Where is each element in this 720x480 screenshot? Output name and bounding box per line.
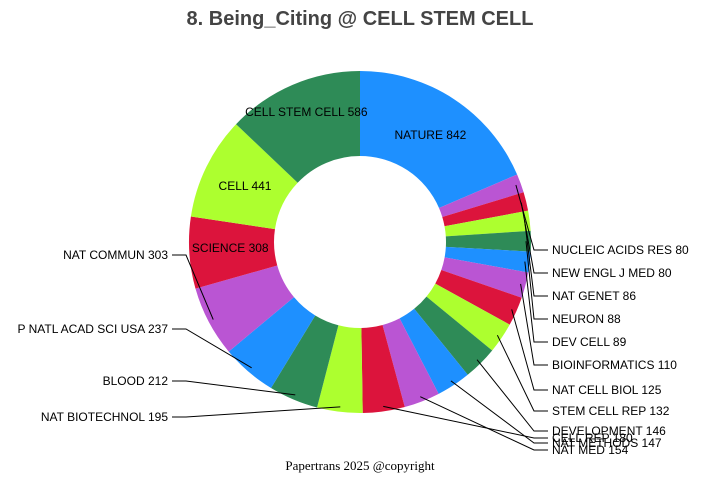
slice-cell-stem-cell — [236, 71, 360, 183]
label-neuron: NEURON 88 — [552, 312, 621, 326]
slice-p-natl-acad-sci-usa — [228, 297, 316, 389]
leader-nat-methods — [450, 380, 548, 444]
leader-p-natl-acad-sci-usa — [172, 328, 252, 369]
label-science: SCIENCE 308 — [192, 241, 269, 255]
slice-bioinformatics — [441, 257, 529, 298]
leader-blood — [172, 380, 296, 396]
slice-nat-genet — [444, 210, 531, 237]
slice-neuron — [445, 230, 531, 252]
leader-dev-cell — [524, 261, 548, 343]
leader-nat-commun — [172, 254, 214, 320]
label-nat-biotechnol: NAT BIOTECHNOL 195 — [41, 410, 168, 424]
label-nat-cell-biol: NAT CELL BIOL 125 — [552, 383, 662, 397]
label-nucleic-acids-res: NUCLEIC ACIDS RES 80 — [552, 243, 689, 257]
slice-nat-commun — [195, 265, 294, 352]
leader-nat-cell-biol — [511, 309, 548, 391]
slice-blood — [271, 315, 339, 408]
label-cell: CELL 441 — [219, 179, 272, 193]
label-cell-stem-cell: CELL STEM CELL 586 — [245, 105, 368, 119]
slice-nat-methods — [399, 308, 468, 394]
leader-development — [476, 359, 548, 432]
label-nature: NATURE 842 — [395, 128, 467, 142]
label-new-engl-j-med: NEW ENGL J MED 80 — [552, 266, 672, 280]
slice-nat-biotechnol — [317, 325, 363, 413]
label-nat-genet: NAT GENET 86 — [552, 289, 636, 303]
label-development: DEVELOPMENT 146 — [552, 424, 666, 438]
label-cell-rep: CELL REP 180 — [552, 431, 633, 445]
slice-nature — [360, 71, 518, 209]
slice-new-engl-j-med — [442, 192, 529, 227]
leader-cell-rep — [383, 405, 548, 439]
leader-lines-group — [172, 184, 548, 451]
leader-nat-genet — [524, 221, 548, 297]
slices-group — [189, 71, 531, 413]
chart-title: 8. Being_Citing @ CELL STEM CELL — [187, 8, 534, 30]
slice-science — [189, 216, 278, 289]
slice-development — [414, 296, 493, 375]
slice-nucleic-acids-res — [439, 174, 524, 217]
label-nat-med: NAT MED 154 — [552, 443, 629, 457]
label-nat-commun: NAT COMMUN 303 — [63, 248, 168, 262]
slice-nat-med — [382, 318, 439, 408]
leader-stem-cell-rep — [496, 334, 548, 412]
label-stem-cell-rep: STEM CELL REP 132 — [552, 404, 670, 418]
slice-stem-cell-rep — [426, 283, 510, 351]
copyright-footer: Papertrans 2025 @copyright — [285, 458, 435, 473]
leader-neuron — [525, 241, 548, 320]
leader-nat-biotechnol — [172, 406, 341, 418]
slice-labels-group: NATURE 842 NUCLEIC ACIDS RES 80 NEW ENGL J… — [17, 105, 689, 457]
leader-bioinformatics — [520, 283, 548, 366]
label-nat-methods: NAT METHODS 147 — [552, 436, 662, 450]
label-p-natl-acad-sci-usa: P NATL ACAD SCI USA 237 — [17, 322, 168, 336]
slice-nat-cell-biol — [435, 270, 522, 325]
slice-cell-rep — [361, 324, 405, 413]
slice-cell — [190, 124, 298, 230]
label-dev-cell: DEV CELL 89 — [552, 335, 627, 349]
label-blood: BLOOD 212 — [103, 374, 169, 388]
slice-dev-cell — [444, 246, 531, 273]
leader-nat-med — [420, 396, 548, 451]
label-bioinformatics: BIOINFORMATICS 110 — [552, 358, 677, 372]
